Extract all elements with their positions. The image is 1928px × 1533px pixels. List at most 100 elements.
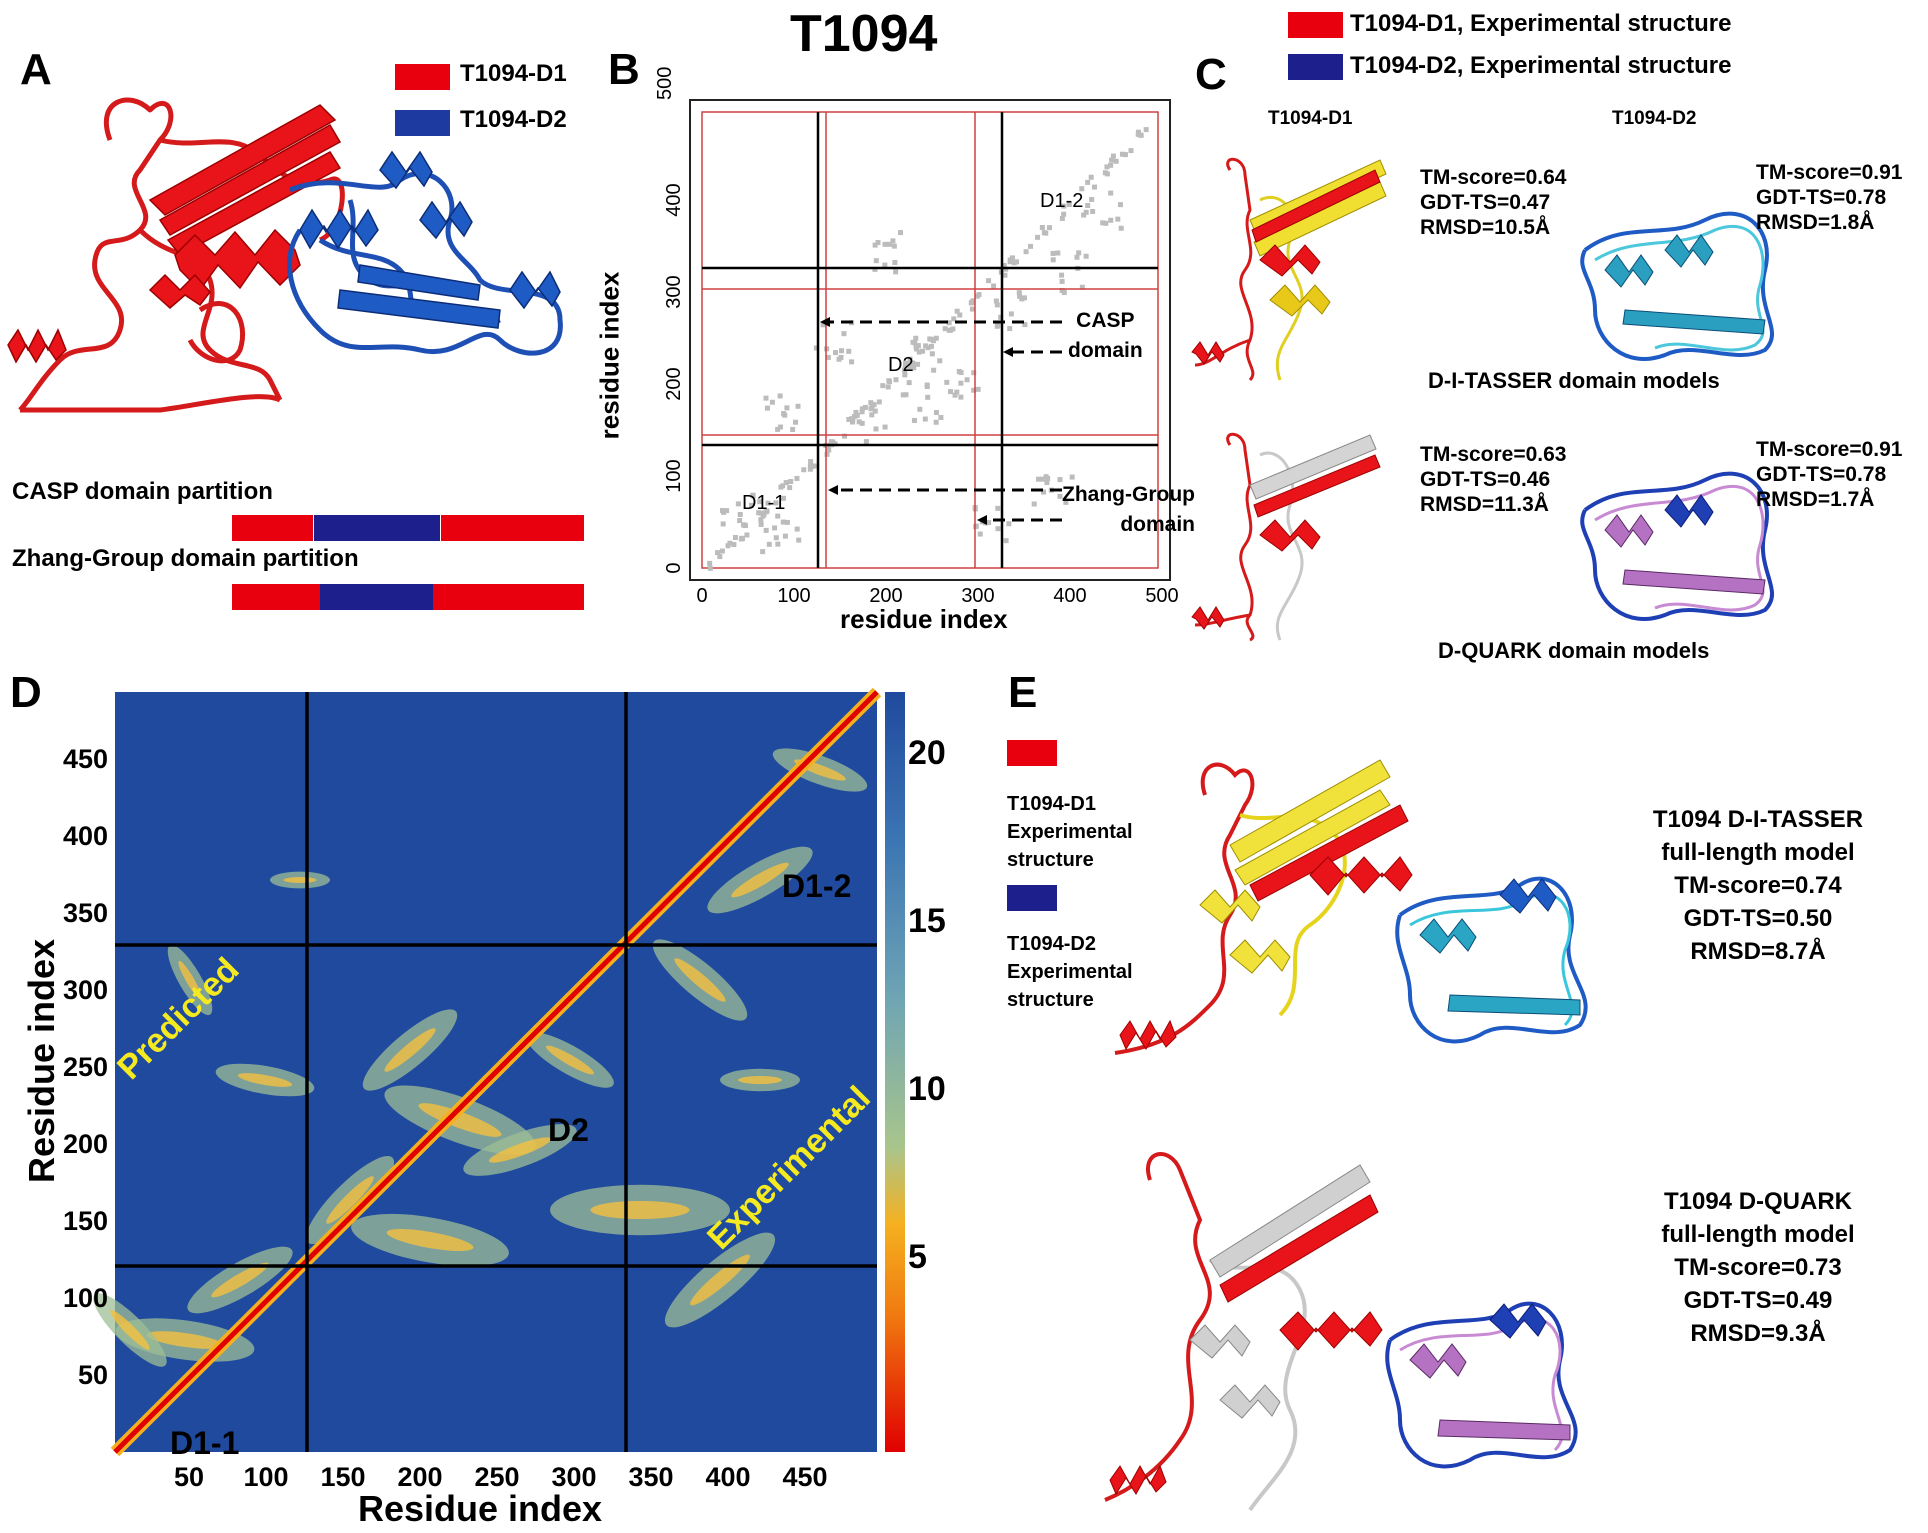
contact-dot xyxy=(974,293,980,299)
d-xtick: 250 xyxy=(474,1462,519,1492)
d-ytick: 300 xyxy=(63,975,108,1005)
contact-dot xyxy=(833,350,839,356)
contact-dot xyxy=(707,560,713,566)
contact-dot xyxy=(902,361,908,367)
contact-dot xyxy=(744,532,750,538)
e-legend-d2: T1094-D2 Experimental structure xyxy=(1007,933,1133,1011)
contact-dot xyxy=(954,389,960,395)
contact-dot xyxy=(1006,521,1012,527)
contact-dot xyxy=(1007,326,1013,332)
legend-swatch-d1 xyxy=(1288,12,1343,38)
contact-blob-core xyxy=(738,1076,782,1084)
contact-dot xyxy=(1055,250,1061,256)
contact-dot xyxy=(1002,272,1008,278)
contact-dot xyxy=(795,403,801,409)
d-ytick: 400 xyxy=(63,821,108,851)
contact-dot xyxy=(882,262,888,268)
c-col-title-d1: T1094-D1 xyxy=(1268,108,1353,129)
contact-dot xyxy=(1143,127,1149,133)
contact-dot xyxy=(773,500,779,506)
contact-dot xyxy=(757,499,763,505)
contact-dot xyxy=(1083,209,1089,215)
zhang-partition-title: Zhang-Group domain partition xyxy=(12,545,359,572)
contact-dot xyxy=(842,433,848,439)
contact-dot xyxy=(1035,476,1041,482)
contact-dot xyxy=(913,335,919,341)
contact-dot xyxy=(873,258,879,264)
contact-dot xyxy=(775,513,781,519)
b-annot-zhang: Zhang-Group domain xyxy=(1062,483,1195,536)
contact-dot xyxy=(892,260,898,266)
contact-dot xyxy=(852,414,858,420)
contact-dot xyxy=(824,451,830,457)
contact-dot xyxy=(924,382,930,388)
c-dquark-d2-scores: TM-score=0.91 GDT-TS=0.78 RMSD=1.7Å xyxy=(1756,438,1903,511)
contact-dot xyxy=(893,269,899,275)
contact-dot xyxy=(715,550,721,556)
contact-dot xyxy=(933,335,939,341)
d-ytick: 150 xyxy=(63,1206,108,1236)
contact-dot xyxy=(969,306,975,312)
contact-dot xyxy=(849,416,855,422)
d-xtick: 100 xyxy=(243,1462,288,1492)
contact-dot xyxy=(1061,289,1067,295)
d-xtick: 300 xyxy=(551,1462,596,1492)
contact-dot xyxy=(902,372,908,378)
contact-dot xyxy=(1057,493,1063,499)
d-cbar-tick: 20 xyxy=(908,734,946,772)
contact-dot xyxy=(854,412,860,418)
contact-dot xyxy=(1019,296,1025,302)
contact-dot xyxy=(975,386,981,392)
contact-dot xyxy=(1110,153,1116,159)
contact-dot xyxy=(964,377,970,383)
contact-dot xyxy=(1008,311,1014,317)
contact-dot xyxy=(808,459,814,465)
contact-dot xyxy=(929,351,935,357)
contact-dot xyxy=(911,417,917,423)
contact-dot xyxy=(862,404,868,410)
contact-dot xyxy=(717,554,723,560)
contact-dot xyxy=(760,549,766,555)
contact-dot xyxy=(917,406,923,412)
contact-dot xyxy=(828,439,834,445)
contact-dot xyxy=(1007,259,1013,265)
c-ditasser-d2-structure xyxy=(1580,211,1775,361)
contact-dot xyxy=(995,322,1001,328)
partition-segment xyxy=(232,584,320,610)
contact-dot xyxy=(1043,474,1049,480)
contact-dot xyxy=(931,367,937,373)
partition-segment xyxy=(432,584,584,610)
b-region-d1-1: D1-1 xyxy=(742,492,786,514)
contact-blob-core xyxy=(110,1310,150,1350)
contact-dot xyxy=(775,426,781,432)
contact-dot xyxy=(794,526,800,532)
partition-segment xyxy=(320,584,433,610)
casp-partition-title: CASP domain partition xyxy=(12,478,273,505)
b-xtick: 400 xyxy=(1053,585,1086,607)
legend-label-d2: T1094-D2 xyxy=(460,106,567,133)
contact-dot xyxy=(772,525,778,531)
contact-dot xyxy=(850,419,856,425)
contact-dot xyxy=(758,510,764,516)
contact-dot xyxy=(1079,186,1085,192)
contact-dot xyxy=(1059,278,1065,284)
contact-dot xyxy=(846,416,852,422)
contact-dot xyxy=(765,500,771,506)
contact-dot xyxy=(778,484,784,490)
contact-dot xyxy=(882,241,888,247)
contact-dot xyxy=(951,316,957,322)
contact-dot xyxy=(906,380,912,386)
contact-dot xyxy=(793,419,799,425)
c-ditasser-d1-structure xyxy=(1191,157,1387,382)
zhang-partition-bar xyxy=(232,584,584,610)
contact-dot xyxy=(781,411,787,417)
contact-dot xyxy=(790,426,796,432)
b-ytick: 300 xyxy=(663,275,685,308)
b-xtick: 200 xyxy=(869,585,902,607)
contact-dot xyxy=(872,266,878,272)
contact-dot xyxy=(957,312,963,318)
b-xlabel: residue index xyxy=(840,604,1008,634)
contact-dot xyxy=(882,424,888,430)
contact-dot xyxy=(887,379,893,385)
panel-b-label: B xyxy=(608,45,640,94)
